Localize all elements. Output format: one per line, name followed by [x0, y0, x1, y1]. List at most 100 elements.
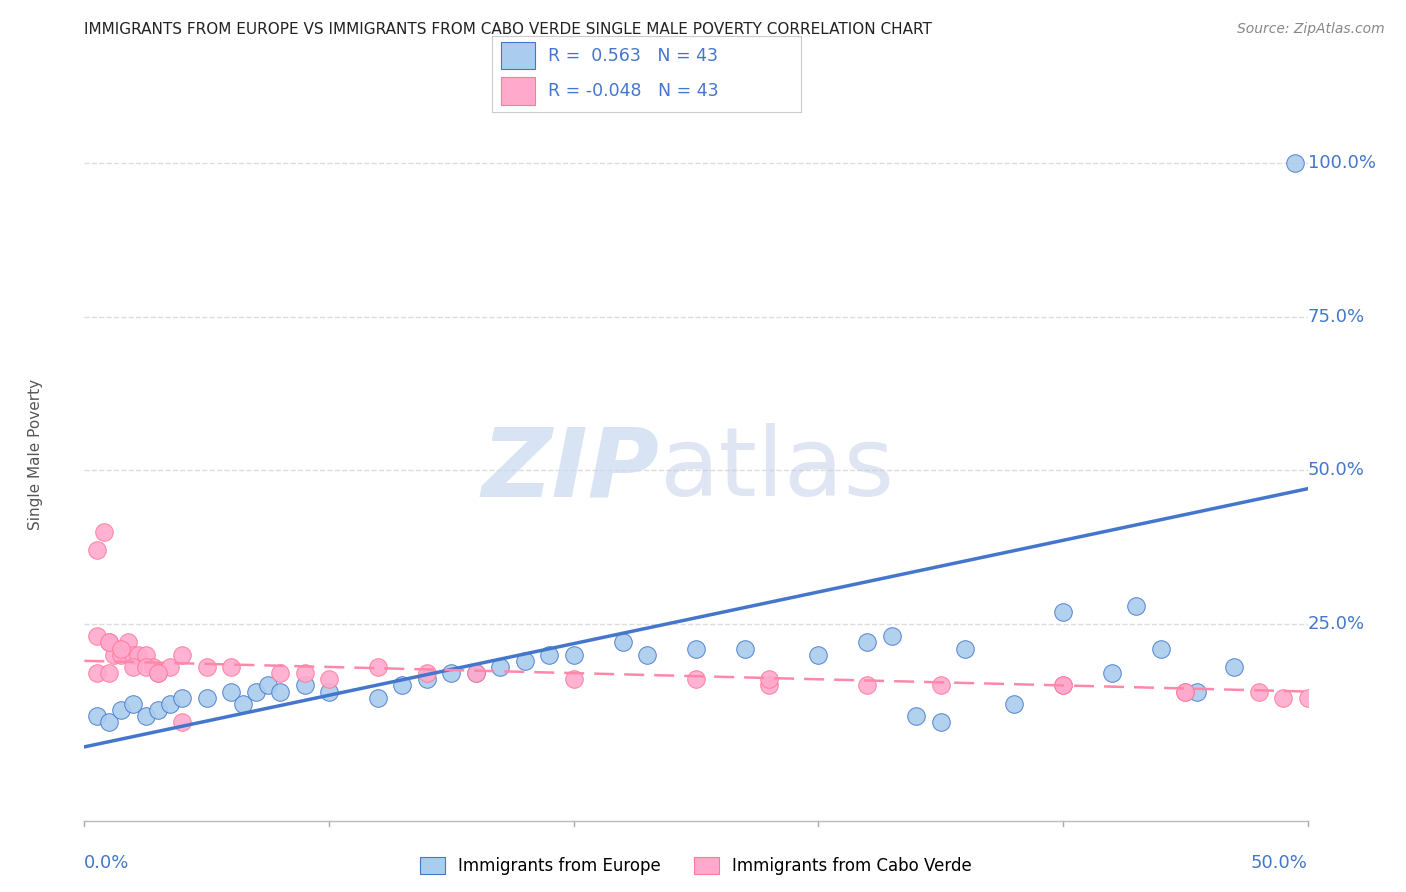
Text: Source: ZipAtlas.com: Source: ZipAtlas.com — [1237, 22, 1385, 37]
Point — [146, 703, 169, 717]
Point — [1272, 690, 1295, 705]
Text: 25.0%: 25.0% — [1308, 615, 1365, 633]
Point — [391, 678, 413, 692]
Point — [195, 660, 218, 674]
Text: 100.0%: 100.0% — [1308, 154, 1375, 172]
Point — [97, 715, 120, 730]
Point — [294, 666, 316, 681]
Point — [159, 697, 181, 711]
Point — [1284, 156, 1306, 170]
Point — [318, 684, 340, 698]
Point — [269, 666, 291, 681]
Point — [1002, 697, 1025, 711]
Point — [146, 666, 169, 681]
Point — [86, 666, 108, 681]
Point — [807, 648, 830, 662]
Point — [232, 697, 254, 711]
Text: 50.0%: 50.0% — [1308, 461, 1364, 479]
Point — [758, 678, 780, 692]
Point — [1174, 684, 1197, 698]
Point — [1296, 690, 1319, 705]
Point — [440, 666, 463, 681]
Point — [110, 703, 132, 717]
Point — [110, 648, 132, 662]
Point — [1247, 684, 1270, 698]
Point — [367, 660, 389, 674]
FancyBboxPatch shape — [502, 78, 536, 104]
Point — [929, 715, 952, 730]
Point — [1150, 641, 1173, 656]
Text: 0.0%: 0.0% — [84, 855, 129, 872]
Point — [146, 666, 169, 681]
Point — [489, 660, 512, 674]
Point — [135, 660, 157, 674]
Point — [172, 648, 194, 662]
Point — [734, 641, 756, 656]
Point — [97, 635, 120, 649]
Point — [135, 709, 157, 723]
Point — [219, 660, 242, 674]
Text: R = -0.048   N = 43: R = -0.048 N = 43 — [548, 82, 718, 100]
Point — [122, 660, 145, 674]
Point — [562, 648, 585, 662]
Point — [135, 648, 157, 662]
Point — [86, 543, 108, 558]
Point — [1052, 678, 1074, 692]
Point — [159, 660, 181, 674]
Point — [117, 635, 139, 649]
Point — [122, 648, 145, 662]
Point — [1052, 605, 1074, 619]
Point — [93, 524, 115, 539]
FancyBboxPatch shape — [502, 42, 536, 69]
Point — [562, 673, 585, 687]
Point — [172, 690, 194, 705]
Point — [929, 678, 952, 692]
Point — [880, 629, 903, 643]
Text: ZIP: ZIP — [481, 423, 659, 516]
Point — [1052, 678, 1074, 692]
Point — [257, 678, 280, 692]
Point — [86, 709, 108, 723]
Point — [1125, 599, 1147, 613]
Point — [1187, 684, 1209, 698]
Point — [538, 648, 561, 662]
Point — [127, 648, 149, 662]
Point — [416, 666, 439, 681]
Point — [367, 690, 389, 705]
Point — [318, 673, 340, 687]
Point — [86, 629, 108, 643]
Point — [1174, 684, 1197, 698]
Point — [758, 673, 780, 687]
Point — [513, 654, 536, 668]
Point — [110, 641, 132, 656]
Point — [464, 666, 486, 681]
Point — [97, 666, 120, 681]
Point — [953, 641, 976, 656]
Point — [1101, 666, 1123, 681]
Point — [103, 648, 125, 662]
Point — [269, 684, 291, 698]
Point — [464, 666, 486, 681]
Point — [219, 684, 242, 698]
Text: R =  0.563   N = 43: R = 0.563 N = 43 — [548, 47, 718, 65]
Text: atlas: atlas — [659, 423, 894, 516]
Point — [122, 697, 145, 711]
Legend: Immigrants from Europe, Immigrants from Cabo Verde: Immigrants from Europe, Immigrants from … — [413, 850, 979, 882]
Point — [97, 635, 120, 649]
Text: Single Male Poverty: Single Male Poverty — [28, 379, 44, 531]
Point — [195, 690, 218, 705]
Point — [294, 678, 316, 692]
Point — [905, 709, 928, 723]
Text: IMMIGRANTS FROM EUROPE VS IMMIGRANTS FROM CABO VERDE SINGLE MALE POVERTY CORRELA: IMMIGRANTS FROM EUROPE VS IMMIGRANTS FRO… — [84, 22, 932, 37]
Text: 50.0%: 50.0% — [1251, 855, 1308, 872]
Point — [856, 678, 879, 692]
Point — [142, 660, 165, 674]
Text: 75.0%: 75.0% — [1308, 308, 1365, 326]
Point — [685, 641, 707, 656]
Point — [172, 715, 194, 730]
Point — [245, 684, 267, 698]
Point — [612, 635, 634, 649]
Point — [416, 673, 439, 687]
Point — [1223, 660, 1246, 674]
Point — [636, 648, 658, 662]
